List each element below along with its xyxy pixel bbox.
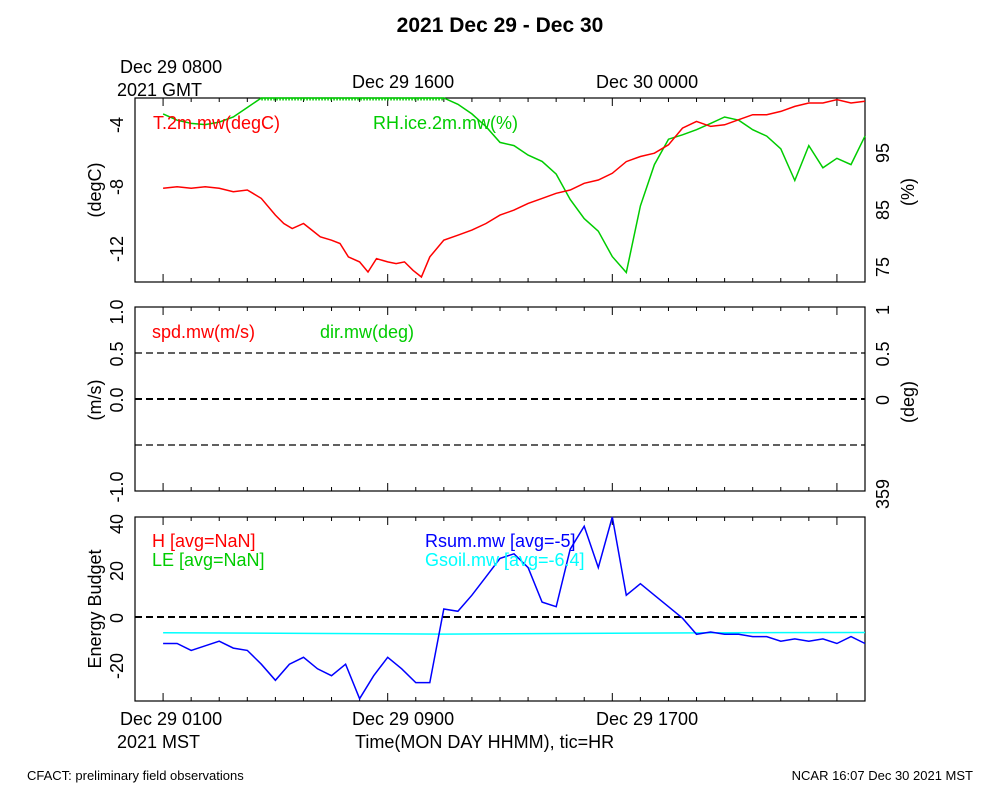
y-tick-right-p1-c: 75 bbox=[873, 257, 893, 277]
y-tick-right-p1-a: 95 bbox=[873, 143, 893, 163]
h-legend: H [avg=NaN] bbox=[152, 531, 256, 551]
y-axis-label-right-p1: (%) bbox=[898, 178, 918, 206]
y-tick-left-p1-a: -4 bbox=[107, 117, 127, 133]
y-tick-left-p1-c: -12 bbox=[107, 236, 127, 262]
mst-time-label-2: Dec 29 0900 bbox=[352, 709, 455, 729]
gmt-year-label: 2021 GMT bbox=[117, 80, 203, 100]
y-tick-right-p2-a: 1 bbox=[873, 305, 893, 315]
y-tick-right-p1-b: 85 bbox=[873, 200, 893, 220]
chart-title: 2021 Dec 29 - Dec 30 bbox=[396, 14, 604, 37]
gmt-time-label-1: Dec 29 0800 bbox=[120, 57, 223, 77]
rsum-series-line bbox=[163, 516, 866, 701]
rh-legend: RH.ice.2m.mw(%) bbox=[373, 113, 518, 133]
panel-wind: spd.mw(m/s) dir.mw(deg) 1.0 0.5 0.0 -1.0… bbox=[85, 299, 918, 509]
y-axis-label-right-p2: (deg) bbox=[898, 381, 918, 423]
panel-2-x-ticks bbox=[162, 307, 838, 491]
wind-dir-legend: dir.mw(deg) bbox=[320, 322, 414, 342]
gsoil-legend: Gsoil.mw [avg=-6.4] bbox=[425, 550, 585, 570]
mst-time-label-1: Dec 29 0100 bbox=[120, 709, 223, 729]
y-tick-left-p2-c: 0.0 bbox=[107, 387, 127, 412]
panel-energy-budget: H [avg=NaN] LE [avg=NaN] Rsum.mw [avg=-5… bbox=[85, 514, 866, 702]
y-tick-right-p2-d: 359 bbox=[873, 479, 893, 509]
y-tick-left-p3-b: 20 bbox=[107, 561, 127, 581]
y-tick-left-p3-c: 0 bbox=[107, 613, 127, 623]
le-legend: LE [avg=NaN] bbox=[152, 550, 265, 570]
y-tick-left-p3-d: -20 bbox=[107, 653, 127, 679]
mst-year-label: 2021 MST bbox=[117, 732, 201, 752]
rh-series-line bbox=[162, 97, 866, 275]
y-tick-left-p2-a: 1.0 bbox=[107, 299, 127, 324]
gmt-time-label-2: Dec 29 1600 bbox=[352, 72, 455, 92]
wind-speed-legend: spd.mw(m/s) bbox=[152, 322, 255, 342]
panel-temperature-humidity: T.2m.mw(degC) RH.ice.2m.mw(%) -4 -8 -12 … bbox=[85, 97, 918, 283]
panel-3-x-ticks bbox=[162, 517, 838, 701]
gsoil-series-line bbox=[163, 631, 866, 635]
panel-1-x-ticks bbox=[162, 98, 838, 282]
mst-time-label-3: Dec 29 1700 bbox=[596, 709, 699, 729]
y-axis-label-left-p3: Energy Budget bbox=[85, 549, 105, 668]
x-axis-label: Time(MON DAY HHMM), tic=HR bbox=[355, 732, 615, 752]
y-axis-label-left-p2: (m/s) bbox=[85, 380, 105, 421]
y-tick-left-p2-b: 0.5 bbox=[107, 341, 127, 366]
footer-left: CFACT: preliminary field observations bbox=[27, 768, 244, 783]
y-tick-left-p3-a: 40 bbox=[107, 514, 127, 534]
y-tick-left-p2-d: -1.0 bbox=[107, 471, 127, 502]
y-tick-left-p1-b: -8 bbox=[107, 179, 127, 195]
temperature-series-line bbox=[163, 98, 866, 279]
y-tick-right-p2-b: 0.5 bbox=[873, 341, 893, 366]
rsum-legend: Rsum.mw [avg=-5] bbox=[425, 531, 576, 551]
footer-right: NCAR 16:07 Dec 30 2021 MST bbox=[791, 768, 973, 783]
y-axis-label-left-p1: (degC) bbox=[85, 162, 105, 217]
temperature-legend: T.2m.mw(degC) bbox=[153, 113, 280, 133]
gmt-time-label-3: Dec 30 0000 bbox=[596, 72, 699, 92]
y-tick-right-p2-c: 0 bbox=[873, 395, 893, 405]
